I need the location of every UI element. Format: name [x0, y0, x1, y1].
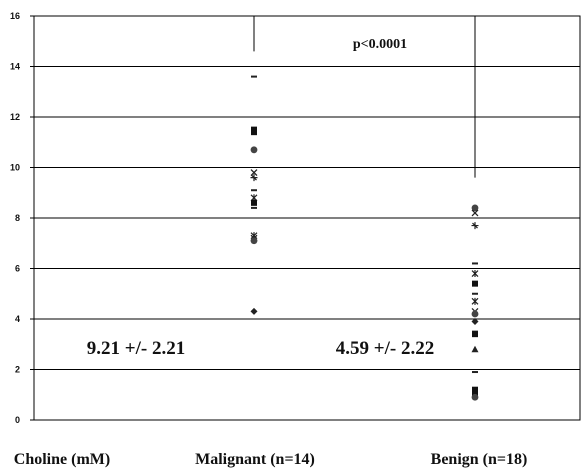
data-point — [251, 189, 257, 192]
data-point — [250, 237, 258, 245]
y-tick-label: 14 — [10, 62, 20, 72]
data-point — [251, 75, 257, 78]
data-point — [250, 174, 258, 182]
data-points — [250, 75, 479, 401]
data-point — [471, 393, 479, 401]
data-point — [471, 222, 479, 230]
data-point — [472, 262, 478, 265]
data-point — [250, 307, 258, 315]
significance-bracket — [253, 15, 476, 178]
data-point — [471, 345, 479, 353]
data-point — [250, 169, 258, 177]
category-label-malignant: Malignant (n=14) — [195, 451, 315, 468]
benign-mean-label: 4.59 +/- 2.22 — [336, 338, 434, 359]
y-tick-label: 0 — [15, 415, 20, 425]
pvalue-label: p<0.0001 — [353, 37, 407, 52]
data-point — [472, 331, 478, 338]
data-point — [472, 371, 478, 374]
y-tick-label: 4 — [15, 314, 20, 324]
bracket-line — [253, 15, 476, 178]
y-tick-label: 16 — [10, 11, 20, 21]
data-point — [471, 270, 479, 278]
y-tick-label: 6 — [15, 264, 20, 274]
data-point — [471, 204, 479, 212]
y-tick-label: 12 — [10, 112, 20, 122]
data-point — [471, 297, 479, 305]
data-point — [250, 146, 258, 154]
y-tick-label: 2 — [15, 365, 20, 375]
data-point — [251, 129, 257, 136]
data-point — [251, 206, 257, 209]
data-point — [472, 386, 478, 393]
y-axis-ticks: 0 2 4 6 8 10 12 14 16 — [10, 11, 34, 425]
series-benign — [471, 204, 479, 401]
series-malignant — [250, 75, 258, 315]
gridlines — [34, 66, 580, 370]
data-point — [251, 199, 257, 206]
y-tick-label: 10 — [10, 163, 20, 173]
data-point — [471, 310, 479, 318]
y-tick-label: 8 — [15, 213, 20, 223]
data-point — [472, 292, 478, 295]
data-point — [471, 318, 479, 326]
category-label-benign: Benign (n=18) — [431, 451, 528, 468]
malignant-mean-label: 9.21 +/- 2.21 — [87, 338, 185, 359]
data-point — [471, 209, 479, 217]
data-point — [472, 280, 478, 287]
x-axis-label: Choline (mM) — [14, 451, 110, 468]
